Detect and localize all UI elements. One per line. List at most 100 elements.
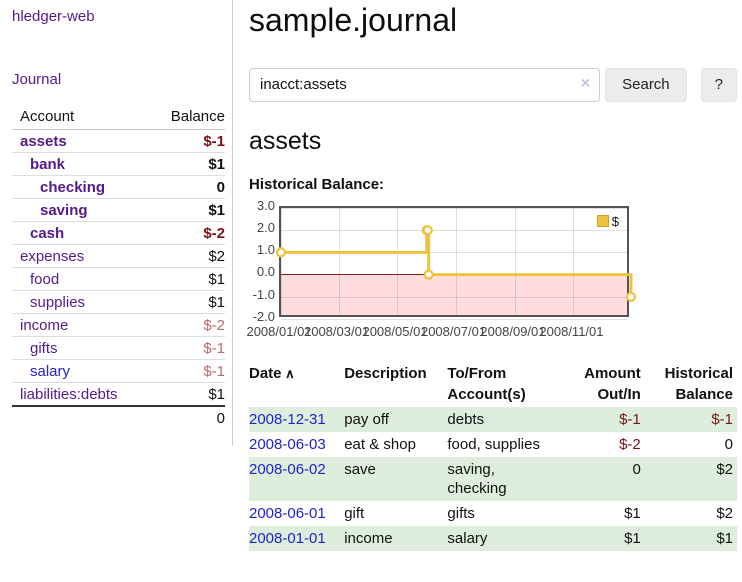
account-row: liabilities:debts $1: [12, 382, 225, 407]
help-button[interactable]: ?: [700, 67, 737, 102]
sort-asc-icon: ∧: [281, 365, 295, 381]
transaction-row: 2008-06-01 gift gifts $1 $2: [249, 501, 737, 526]
account-balance: $2: [152, 244, 225, 268]
transaction-balance: $2: [716, 504, 733, 522]
transaction-description: gift: [344, 504, 365, 522]
legend-label: $: [611, 213, 619, 229]
x-axis-tick-label: 2008/01/01: [246, 323, 312, 339]
gridline: [281, 230, 627, 232]
account-balance: $1: [152, 152, 225, 176]
account-row: checking 0: [12, 175, 225, 199]
gridline: [573, 207, 575, 315]
legend-swatch: [596, 215, 609, 228]
transaction-amount: $1: [624, 504, 641, 522]
transaction-balance: $2: [716, 460, 733, 478]
transaction-description: pay off: [344, 410, 389, 428]
account-balance: $-2: [152, 221, 225, 245]
account-heading: assets: [249, 126, 322, 155]
gridline: [281, 318, 627, 320]
sidebar-item-journal[interactable]: Journal: [12, 71, 62, 88]
chart-plot-area: $: [275, 205, 637, 320]
transaction-row: 2008-01-01 income salary $1 $1: [249, 525, 737, 551]
transaction-accounts: saving, checking: [447, 460, 507, 497]
search-button[interactable]: Search: [605, 67, 687, 102]
gridline: [281, 296, 627, 298]
transaction-row: 2008-12-31 pay off debts $-1 $-1: [249, 406, 737, 432]
transaction-date-link[interactable]: 2008-06-01: [249, 504, 326, 522]
x-axis-tick-label: 2008/07/01: [420, 323, 487, 339]
y-axis-tick-label: 3.0: [256, 197, 275, 213]
transaction-description: save: [344, 460, 376, 478]
accounts-header-balance: Balance: [152, 106, 225, 130]
sidebar-account-link[interactable]: income: [20, 316, 69, 334]
transactions-table: Date ∧ Description To/From Account(s) Amount…: [249, 361, 737, 551]
account-balance: $-1: [152, 336, 225, 360]
account-balance: $1: [152, 382, 225, 407]
page-title: sample.journal: [249, 2, 458, 38]
sidebar-account-link[interactable]: gifts: [30, 339, 58, 357]
sidebar-account-link[interactable]: checking: [40, 178, 106, 196]
chart-legend: $: [595, 213, 620, 229]
tx-header-date[interactable]: Date ∧: [249, 364, 295, 382]
sidebar-account-link[interactable]: food: [30, 270, 60, 288]
account-balance: $-1: [152, 359, 225, 383]
account-balance: $-1: [152, 129, 225, 153]
account-row: gifts $-1: [12, 336, 225, 360]
transaction-description: eat & shop: [344, 435, 416, 453]
transaction-accounts: gifts: [447, 504, 475, 522]
data-point-marker: [625, 291, 637, 302]
y-axis-tick-label: 1.0: [256, 242, 275, 258]
sidebar-account-link[interactable]: expenses: [20, 247, 85, 265]
transaction-row: 2008-06-03 eat & shop food, supplies $-2 0: [249, 432, 737, 457]
sidebar-account-link[interactable]: assets: [20, 132, 67, 150]
sidebar-account-link[interactable]: liabilities:debts: [20, 385, 118, 403]
transaction-amount: $-2: [619, 435, 641, 453]
account-row: income $-2: [12, 313, 225, 337]
account-row: cash $-2: [12, 221, 225, 245]
account-row: expenses $2: [12, 244, 225, 268]
search-input[interactable]: [249, 67, 601, 102]
x-axis-tick-label: 2008/11/01: [539, 323, 604, 339]
sidebar-account-link[interactable]: bank: [30, 155, 66, 173]
account-balance: $1: [152, 267, 225, 291]
brand-link[interactable]: hledger-web: [12, 8, 95, 25]
transaction-date-link[interactable]: 2008-06-02: [249, 460, 326, 478]
clear-search-icon[interactable]: ×: [580, 74, 591, 92]
historical-balance-chart: 3.0 2.0 1.0 0.0 -1.0 -2.0 $ 2008/01/01 2008/03…: [246, 197, 641, 345]
data-point-marker: [422, 224, 433, 236]
transaction-amount: $1: [624, 529, 641, 547]
balance-step-line: [281, 228, 633, 297]
account-row: saving $1: [12, 198, 225, 222]
accounts-total-row: 0: [12, 405, 225, 429]
balance-line-series: [275, 224, 637, 302]
accounts-total-value: 0: [152, 405, 225, 429]
chart-title: Historical Balance:: [249, 175, 385, 193]
main-content: sample.journal × Search ? assets Histori…: [233, 0, 742, 551]
account-row: supplies $1: [12, 290, 225, 314]
hledger-web-app: hledger-web Journal Account Balance asse…: [12, 0, 742, 551]
y-axis-tick-label: -2.0: [252, 308, 275, 324]
transaction-description: income: [344, 529, 393, 547]
account-balance: $1: [152, 198, 225, 222]
negative-region: [281, 274, 627, 315]
sidebar-account-link[interactable]: supplies: [30, 293, 86, 311]
gridline: [397, 207, 399, 315]
y-axis-tick-label: -1.0: [252, 286, 275, 302]
account-balance: 0: [152, 175, 225, 199]
sidebar-account-link[interactable]: salary: [30, 362, 71, 380]
tx-header-tofrom: To/From Account(s): [447, 364, 526, 403]
y-axis-tick-label: 0.0: [256, 264, 275, 280]
account-row: food $1: [12, 267, 225, 291]
sidebar-account-link[interactable]: cash: [30, 224, 65, 242]
sidebar-account-link[interactable]: saving: [40, 201, 88, 219]
transaction-row: 2008-06-02 save saving, checking 0 $2: [249, 456, 737, 501]
transaction-amount: 0: [632, 460, 641, 478]
gridline: [338, 207, 340, 315]
transaction-date-link[interactable]: 2008-01-01: [249, 529, 326, 547]
gridline: [281, 207, 282, 315]
account-balance: $1: [152, 290, 225, 314]
transaction-date-link[interactable]: 2008-06-03: [249, 435, 326, 453]
gridline: [455, 207, 457, 315]
transaction-date-link[interactable]: 2008-12-31: [249, 410, 326, 428]
transaction-amount: $-1: [619, 410, 641, 428]
